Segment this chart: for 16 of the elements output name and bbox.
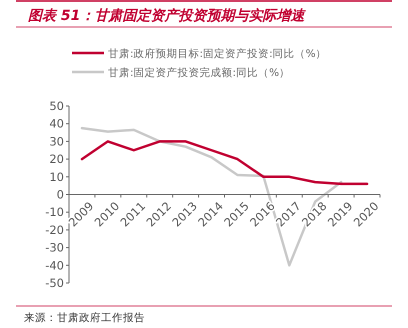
y-tick-label: -10 — [45, 205, 64, 220]
y-tick-label: -50 — [45, 276, 64, 290]
y-tick-label: 10 — [49, 170, 64, 184]
y-tick-label: -30 — [45, 240, 64, 255]
legend-label: 甘肃:固定资产投资完成额:同比（%） — [108, 66, 290, 79]
legend-label: 甘肃:政府预期目标:固定资产投资:同比（%） — [108, 47, 327, 60]
line-series — [80, 140, 368, 186]
y-tick-label: 0 — [56, 188, 64, 202]
y-tick-label: -20 — [45, 222, 64, 237]
chart-title: 图表 51：甘肃固定资产投资预期与实际增速 — [28, 7, 306, 24]
y-tick-label: 30 — [49, 134, 64, 148]
y-tick-label: -40 — [45, 258, 64, 272]
y-tick-label: 20 — [49, 152, 64, 166]
y-tick-label: 50 — [49, 99, 64, 113]
source-note: 来源：甘肃政府工作报告 — [24, 311, 145, 324]
y-tick-label: 40 — [49, 116, 64, 131]
